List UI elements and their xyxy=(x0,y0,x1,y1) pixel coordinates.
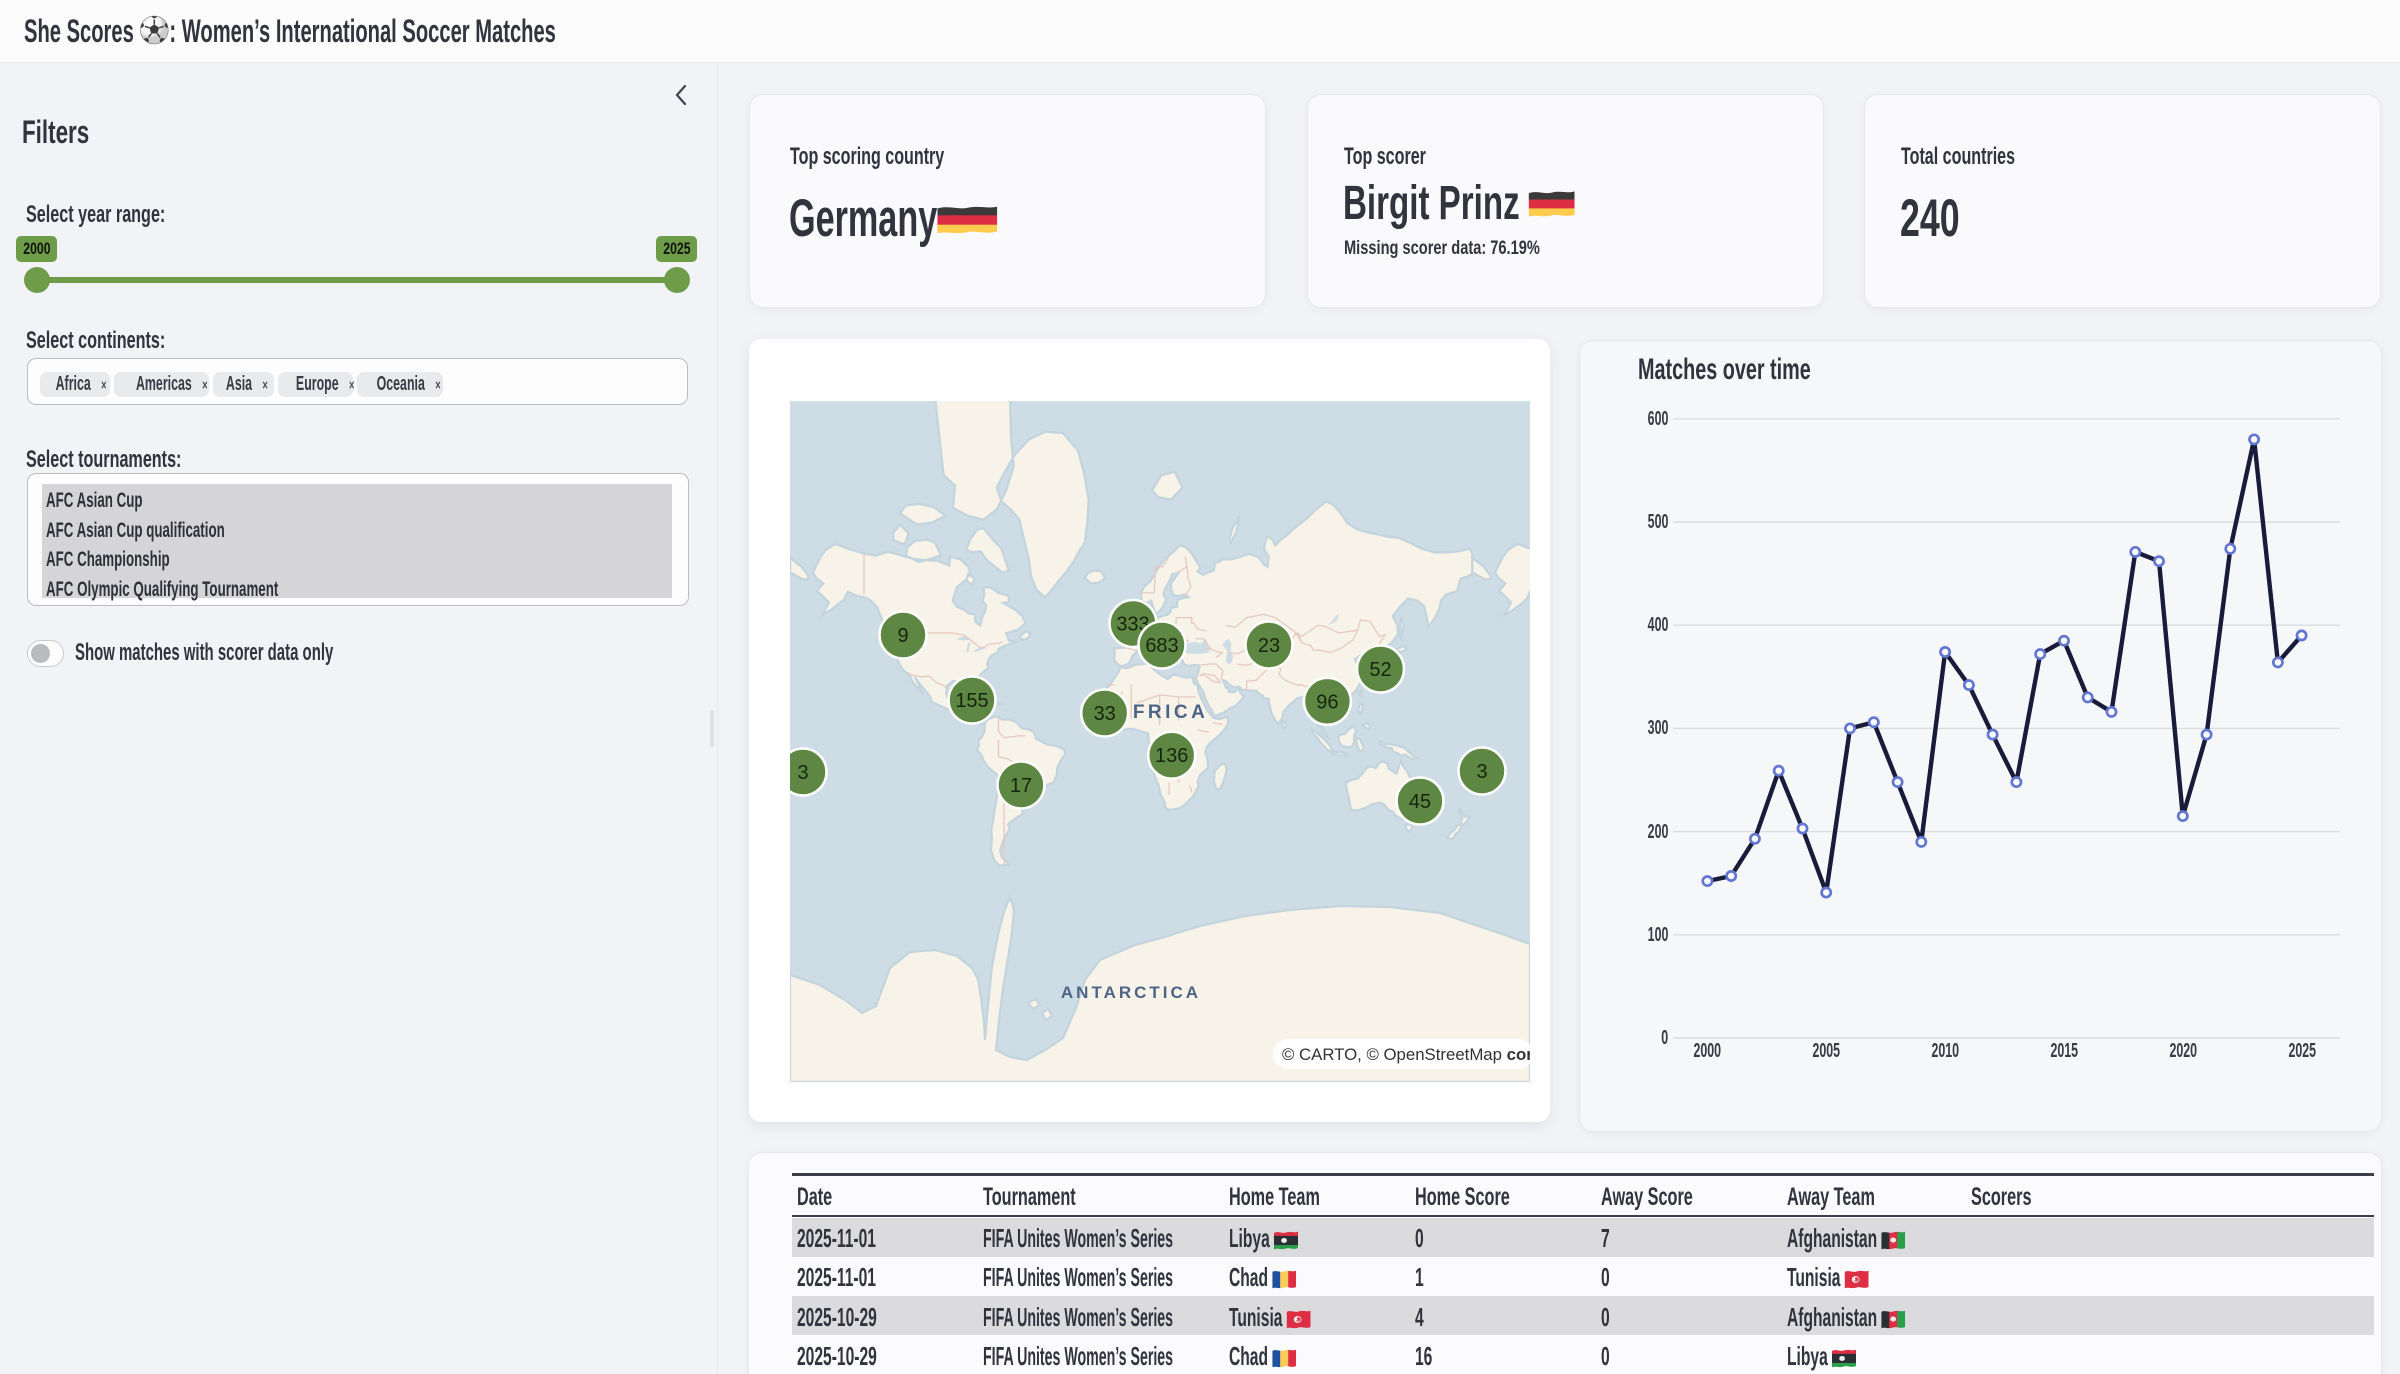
svg-text:3: 3 xyxy=(797,762,808,784)
svg-text:33: 33 xyxy=(1094,703,1116,725)
svg-text:52: 52 xyxy=(1369,659,1391,681)
svg-text:9: 9 xyxy=(897,625,908,647)
svg-text:155: 155 xyxy=(955,690,988,712)
svg-text:333: 333 xyxy=(1116,614,1149,636)
svg-text:136: 136 xyxy=(1155,745,1188,767)
svg-text:© CARTO, © OpenStreetMap contr: © CARTO, © OpenStreetMap contrib xyxy=(1282,1045,1530,1064)
svg-text:ANTARCTICA: ANTARCTICA xyxy=(1061,983,1201,1002)
svg-text:23: 23 xyxy=(1258,635,1280,657)
svg-text:683: 683 xyxy=(1145,635,1178,657)
svg-text:45: 45 xyxy=(1409,791,1431,813)
svg-text:17: 17 xyxy=(1010,775,1032,797)
svg-text:AFRICA: AFRICA xyxy=(1116,702,1209,723)
svg-text:3: 3 xyxy=(1476,761,1487,783)
svg-text:96: 96 xyxy=(1316,691,1338,713)
